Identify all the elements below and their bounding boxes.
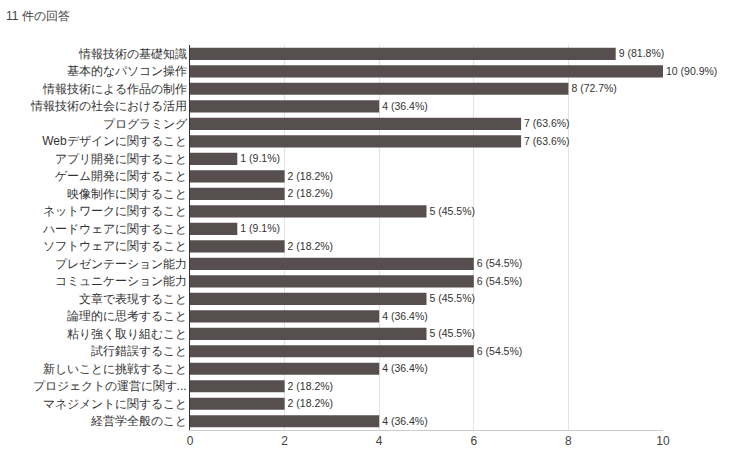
svg-text:0: 0	[187, 434, 194, 448]
svg-text:6: 6	[470, 434, 477, 448]
svg-text:5 (45.5%): 5 (45.5%)	[429, 292, 475, 304]
svg-text:2 (18.2%): 2 (18.2%)	[288, 170, 334, 182]
svg-text:4 (36.4%): 4 (36.4%)	[382, 416, 427, 427]
svg-text:経営学全般のこと: 経営学全般のこと	[90, 414, 187, 428]
svg-text:ゲーム開発に関すること: ゲーム開発に関すること	[55, 169, 187, 183]
svg-text:4 (36.4%): 4 (36.4%)	[382, 100, 428, 112]
svg-text:文章で表現すること: 文章で表現すること	[79, 292, 187, 306]
svg-text:1 (9.1%): 1 (9.1%)	[240, 222, 280, 234]
svg-text:6 (54.5%): 6 (54.5%)	[477, 275, 523, 287]
svg-text:1 (9.1%): 1 (9.1%)	[240, 152, 280, 164]
svg-text:6 (54.5%): 6 (54.5%)	[477, 257, 523, 269]
svg-text:2 (18.2%): 2 (18.2%)	[288, 381, 333, 392]
svg-text:情報技術による作品の制作: 情報技術による作品の制作	[42, 82, 187, 96]
svg-text:情報技術の社会における活用: 情報技術の社会における活用	[30, 99, 187, 113]
svg-text:4 (36.4%): 4 (36.4%)	[382, 363, 427, 374]
svg-text:2 (18.2%): 2 (18.2%)	[288, 187, 334, 199]
svg-text:4: 4	[376, 434, 383, 448]
svg-text:9 (81.8%): 9 (81.8%)	[619, 47, 665, 59]
svg-text:プロジェクトの運営に関す...: プロジェクトの運営に関す...	[33, 379, 187, 393]
svg-text:2 (18.2%): 2 (18.2%)	[288, 398, 333, 409]
svg-text:映像制作に関すること: 映像制作に関すること	[67, 187, 187, 201]
svg-text:情報技術の基礎知識: 情報技術の基礎知識	[78, 47, 187, 61]
svg-text:6 (54.5%): 6 (54.5%)	[477, 346, 522, 357]
svg-text:ネットワークに関すること: ネットワークに関すること	[43, 204, 187, 218]
svg-text:5 (45.5%): 5 (45.5%)	[429, 327, 475, 339]
svg-text:試行錯誤すること: 試行錯誤すること	[91, 344, 187, 358]
svg-text:10 (90.9%): 10 (90.9%)	[666, 65, 717, 77]
svg-text:7 (63.6%): 7 (63.6%)	[524, 117, 570, 129]
svg-text:粘り強く取り組むこと: 粘り強く取り組むこと	[67, 327, 187, 341]
svg-text:コミュニケーション能力: コミュニケーション能力	[55, 274, 187, 288]
svg-text:基本的なパソコン操作: 基本的なパソコン操作	[67, 64, 187, 78]
svg-text:2 (18.2%): 2 (18.2%)	[288, 240, 334, 252]
svg-text:5 (45.5%): 5 (45.5%)	[429, 205, 475, 217]
svg-text:2: 2	[281, 434, 288, 448]
svg-text:プログラミング: プログラミング	[103, 117, 188, 131]
svg-text:新しいことに挑戦すること: 新しいことに挑戦すること	[43, 362, 187, 376]
svg-text:11 件の回答: 11 件の回答	[6, 9, 70, 23]
svg-text:4 (36.4%): 4 (36.4%)	[382, 310, 428, 322]
svg-text:ソフトウェアに関すること: ソフトウェアに関すること	[43, 239, 187, 253]
svg-text:10: 10	[656, 434, 670, 448]
svg-text:8 (72.7%): 8 (72.7%)	[571, 83, 616, 94]
svg-text:ハードウェアに関すること: ハードウェアに関すること	[42, 222, 187, 236]
svg-text:8: 8	[565, 434, 572, 448]
svg-text:論理的に思考すること: 論理的に思考すること	[67, 309, 187, 323]
svg-text:Webデザインに関すること: Webデザインに関すること	[42, 134, 186, 148]
svg-text:アプリ開発に関すること: アプリ開発に関すること	[55, 152, 187, 166]
svg-text:7 (63.6%): 7 (63.6%)	[524, 135, 570, 147]
svg-text:マネジメントに関すること: マネジメントに関すること	[43, 397, 187, 411]
svg-text:プレゼンテーション能力: プレゼンテーション能力	[55, 257, 187, 271]
